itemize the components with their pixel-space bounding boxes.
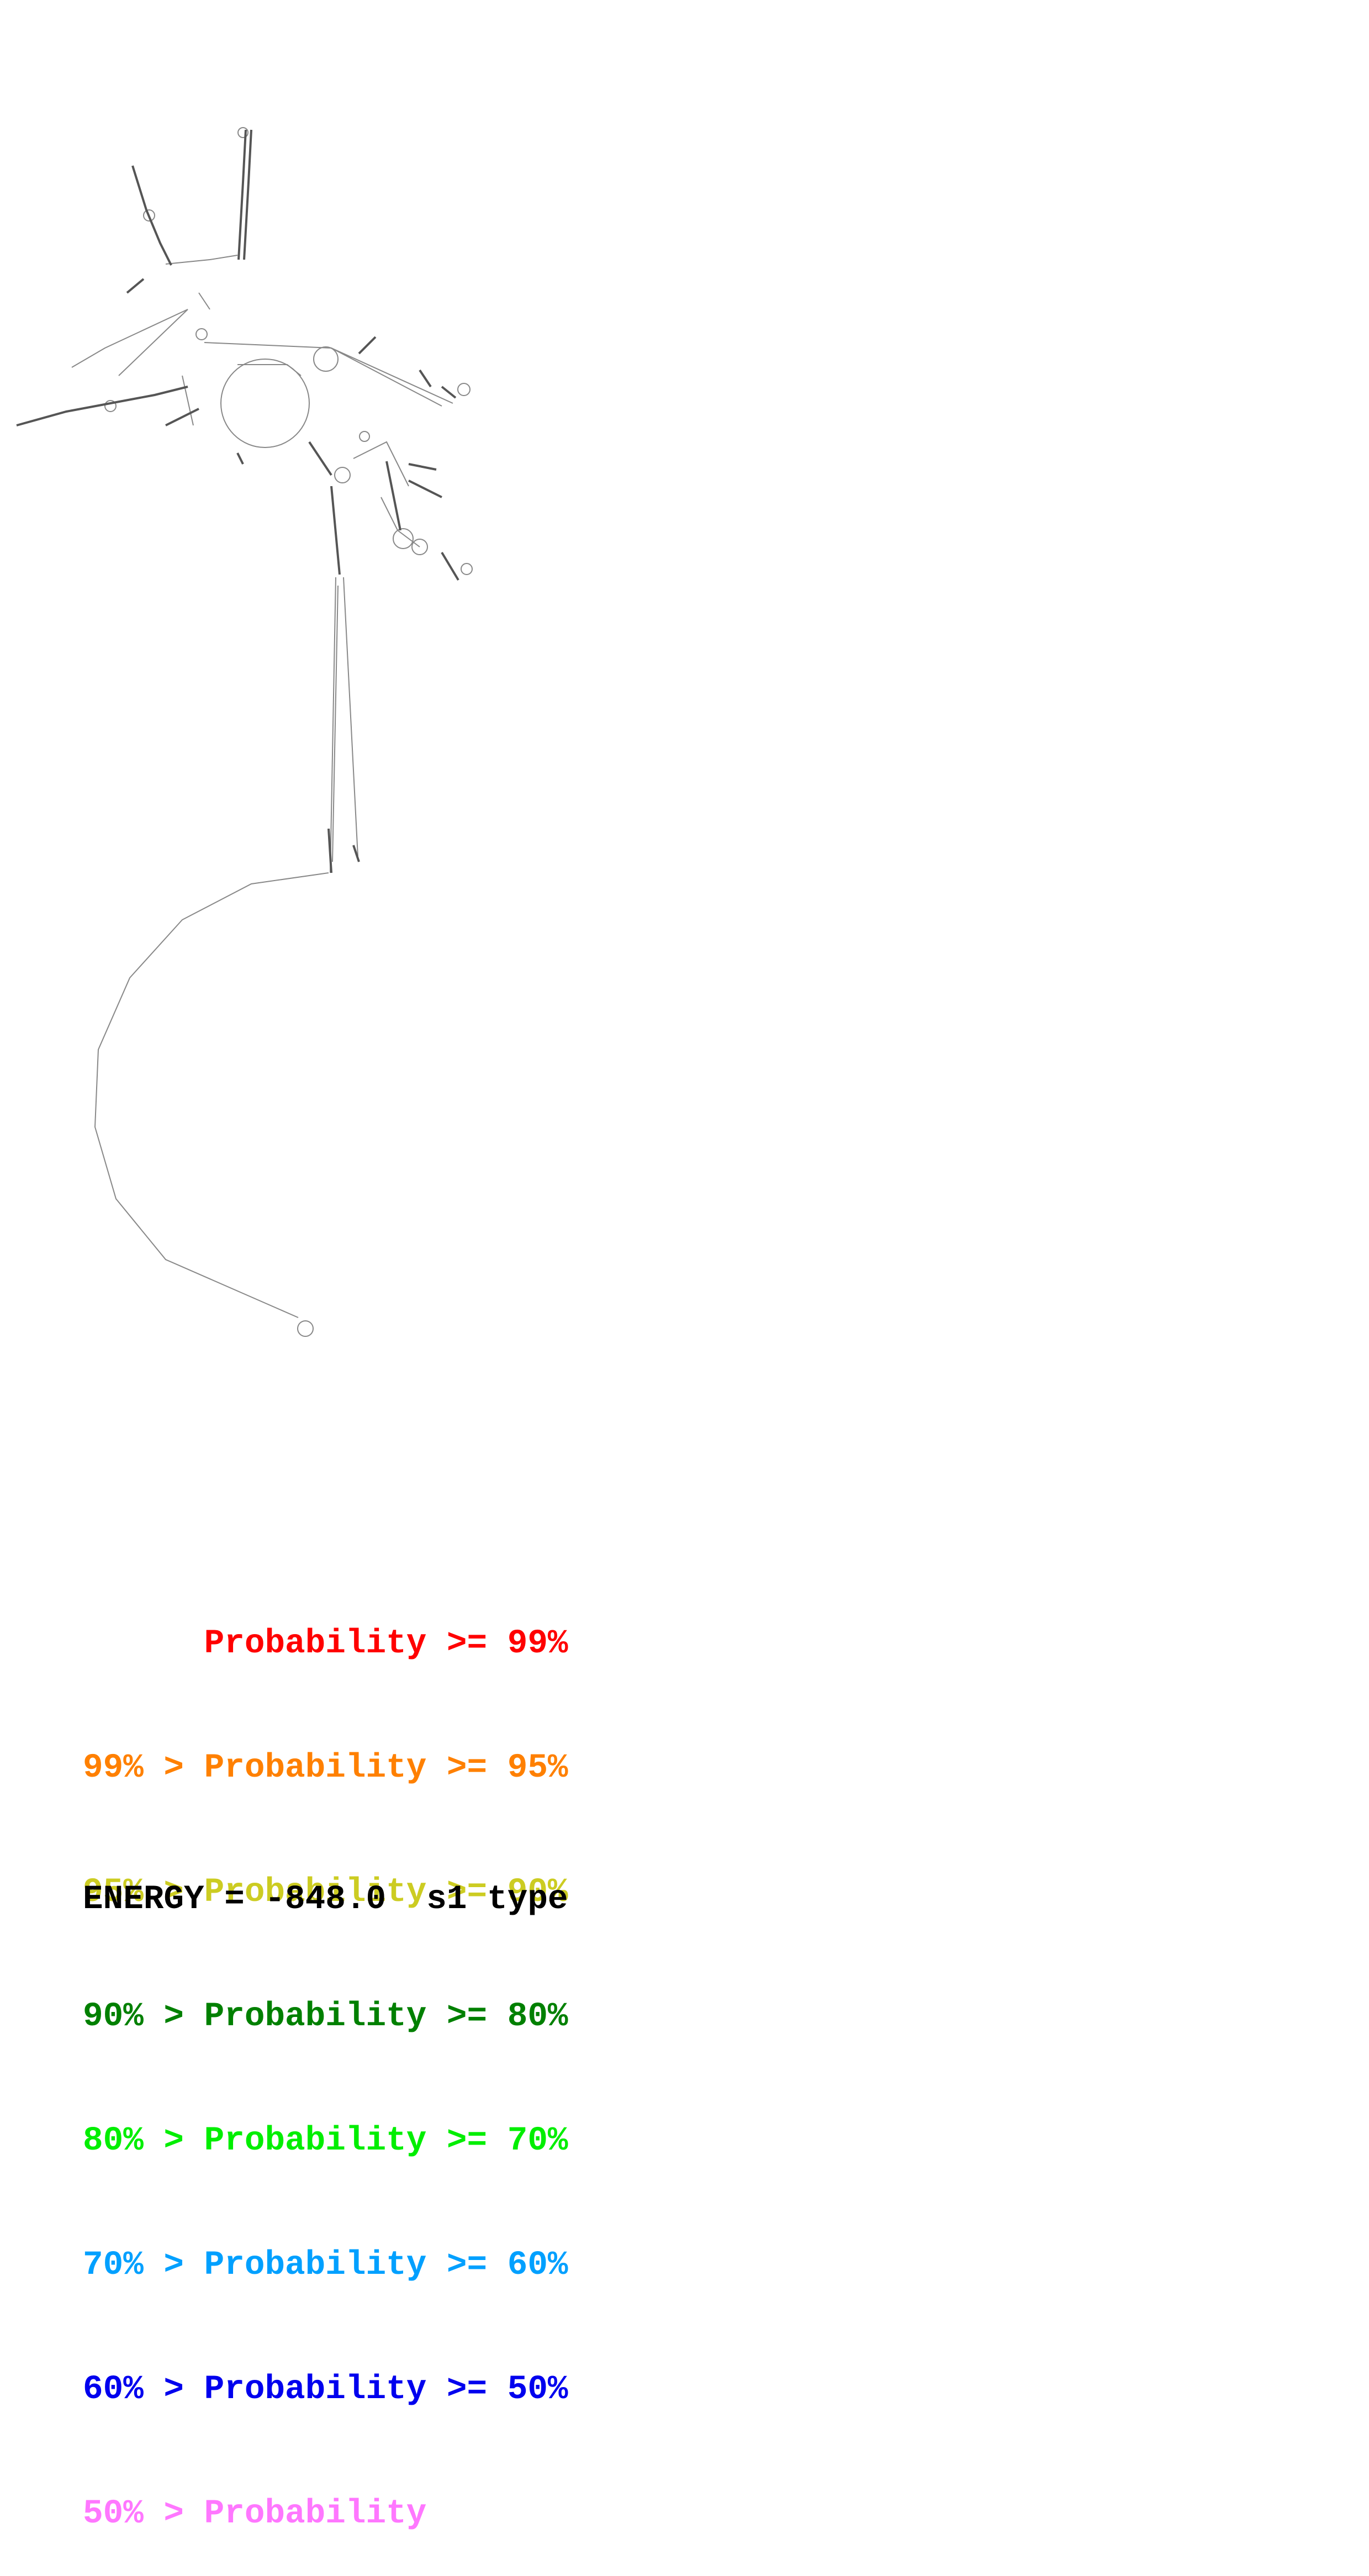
branch-link-6 [237,364,302,376]
loop-top-c [195,328,208,340]
loop-right-d [461,563,473,575]
legend-row-3: 95% > Probability >= 90% [83,1873,568,1911]
probability-legend: Probability >= 99% 99% > Probability >= … [83,1540,568,2576]
helix-lower-left [165,408,199,426]
loop-top-a [143,209,155,222]
legend-row-8: 50% > Probability [83,2495,427,2533]
rna-secondary-structure-diagram [16,127,473,1337]
legend-row-5: 80% > Probability >= 70% [83,2122,568,2160]
helix-left-c [126,278,145,294]
branch-link-4 [204,342,442,407]
loop-mid-b [359,431,370,442]
helix-top-right [358,336,377,355]
loop-right-c [457,383,471,396]
branch-link-10 [182,375,194,426]
tail-curve [94,872,329,1318]
structure-loops [104,127,473,1337]
legend-row-6: 70% > Probability >= 60% [83,2246,568,2284]
helix-top-b [243,129,252,260]
central-stem-right [343,577,358,857]
legend-row-7: 60% > Probability >= 50% [83,2370,568,2409]
helix-mid-a [330,486,341,575]
helix-lower-mid [236,452,244,465]
structure-helices [16,129,459,873]
branch-link-7 [353,441,409,487]
loop-top-right [313,346,339,372]
branch-link-8 [380,497,420,547]
structure-backbone [71,255,453,1318]
helix-bottom-b [352,845,360,862]
helix-right-c [441,551,459,581]
loop-top-b [237,127,249,138]
legend-row-4: 90% > Probability >= 80% [83,1998,568,2036]
branch-link-3 [118,309,188,376]
helix-right-e [441,386,457,399]
helix-mid-b [385,461,401,531]
helix-mid-c [308,441,332,476]
helix-bottom [327,828,332,873]
loop-tail-end [297,1320,314,1337]
helix-right-b [408,480,442,498]
legend-row-2: 99% > Probability >= 95% [83,1749,568,1787]
branch-link-1 [165,255,238,265]
loop-right-a [393,528,414,549]
branch-link-5 [331,347,453,404]
helix-left-b [16,386,188,426]
legend-row-1: Probability >= 99% [83,1625,568,1663]
central-stem-left [330,577,336,873]
loop-right-b [411,539,428,555]
helix-left-a [131,165,172,266]
central-stem-inner [332,585,339,862]
multiloop-central [220,359,310,448]
loop-left [104,400,117,412]
helix-right-a [408,463,437,471]
loop-mid [334,467,351,483]
energy-label: ENERGY = -848.0 s1 type [83,1880,568,1919]
branch-link-9 [198,292,210,310]
helix-top-a [237,129,247,260]
helix-right-d [419,369,432,388]
branch-link-2 [71,309,188,368]
